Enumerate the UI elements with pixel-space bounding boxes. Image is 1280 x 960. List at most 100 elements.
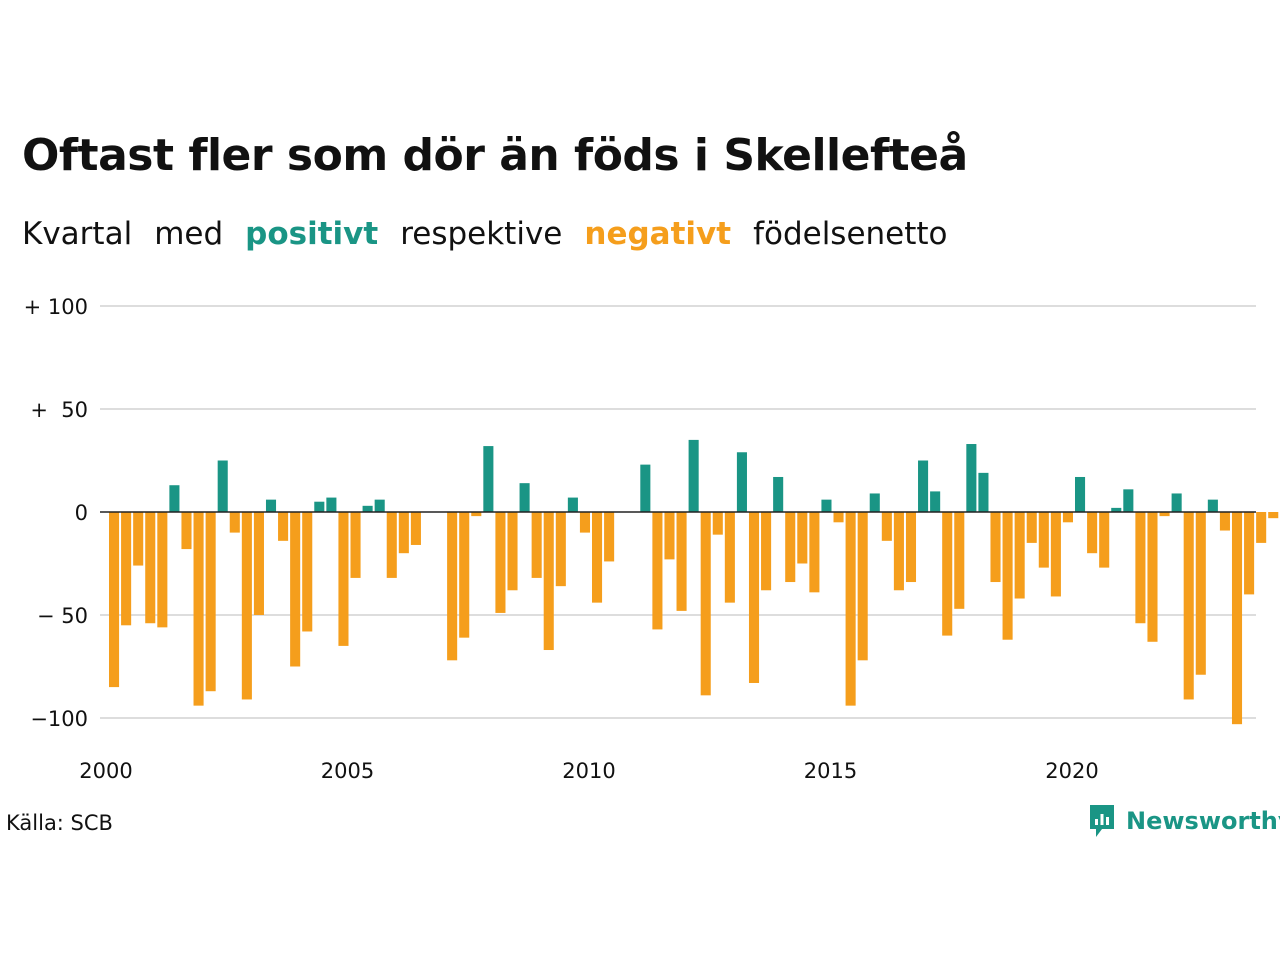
bar-negative xyxy=(833,512,844,523)
bar-negative xyxy=(410,512,421,545)
x-tick-label: 2015 xyxy=(804,759,857,783)
bar-negative xyxy=(471,512,482,517)
newsworthy-logo: Newsworthy xyxy=(1088,803,1280,839)
source-note: Källa: SCB xyxy=(6,811,113,835)
bar-negative xyxy=(797,512,808,564)
bar-negative xyxy=(133,512,144,566)
bar-positive xyxy=(821,499,832,512)
bar-positive xyxy=(1123,489,1134,512)
bar-negative xyxy=(712,512,723,535)
bar-positive xyxy=(640,464,651,512)
bar-positive xyxy=(930,491,941,512)
bar-negative xyxy=(1268,512,1279,519)
bar-negative xyxy=(555,512,566,587)
bar-positive xyxy=(1111,507,1122,512)
bar-negative xyxy=(145,512,156,624)
bar-negative xyxy=(1195,512,1206,675)
bar-positive xyxy=(978,472,989,512)
bar-positive xyxy=(773,476,784,512)
bar-negative xyxy=(942,512,953,636)
bar-positive xyxy=(688,439,699,512)
bar-negative xyxy=(1002,512,1013,640)
bar-positive xyxy=(326,497,337,512)
bar-negative xyxy=(543,512,554,651)
bar-negative xyxy=(386,512,397,578)
bar-positive xyxy=(1207,499,1218,512)
bar-negative xyxy=(398,512,409,554)
bar-negative xyxy=(893,512,904,591)
bar-negative xyxy=(241,512,252,700)
bar-negative xyxy=(157,512,168,628)
bar-negative xyxy=(1159,512,1170,517)
newsworthy-logo-icon xyxy=(1090,805,1114,837)
x-tick-label: 2005 xyxy=(321,759,374,783)
bar-negative xyxy=(1147,512,1158,642)
bar-negative xyxy=(181,512,192,550)
bar-negative xyxy=(724,512,735,603)
subtitle-word-respektive: respektive xyxy=(400,216,563,252)
bar-positive xyxy=(314,501,325,512)
bar-negative xyxy=(700,512,711,696)
bar-negative xyxy=(990,512,1001,583)
bar-negative xyxy=(1244,512,1255,595)
bar-positive xyxy=(374,499,385,512)
newsworthy-logo-text: Newsworthy xyxy=(1126,807,1280,835)
bar-positive xyxy=(869,493,880,512)
x-tick-label: 2020 xyxy=(1045,759,1098,783)
x-tick-label: 2010 xyxy=(562,759,615,783)
x-tick-label: 2000 xyxy=(79,759,132,783)
bar-negative xyxy=(1219,512,1230,531)
bar-negative xyxy=(1231,512,1243,725)
bar-negative xyxy=(785,512,796,583)
bar-negative xyxy=(205,512,216,692)
subtitle-word-med: med xyxy=(154,216,224,252)
subtitle-word-kvartal: Kvartal xyxy=(22,216,133,252)
chart-subtitle: Kvartal med positivt respektive negativt föde… xyxy=(22,216,970,252)
bar-positive xyxy=(169,485,180,512)
bar-positive xyxy=(567,497,578,512)
bar-negative xyxy=(676,512,687,611)
bar-positive xyxy=(519,483,530,512)
bar-negative xyxy=(579,512,590,533)
bar-negative xyxy=(447,512,458,661)
bar-negative xyxy=(1256,512,1267,543)
bar-negative xyxy=(338,512,349,646)
x-axis-tick-labels: 2000 2005 2010 2015 2020 xyxy=(79,759,1098,783)
bar-positive xyxy=(265,499,277,512)
bar-negative xyxy=(109,512,120,688)
bar-negative xyxy=(664,512,675,560)
y-axis-tick-labels: + 100 + 50 0 − 50 −100 xyxy=(24,295,88,731)
bar-negative xyxy=(1014,512,1025,599)
bar-negative xyxy=(1099,512,1110,568)
bar-positive xyxy=(966,444,977,512)
bar-negative xyxy=(748,512,760,683)
bar-negative xyxy=(531,512,542,578)
bar-negative xyxy=(761,512,772,591)
bar-positive xyxy=(1171,493,1182,512)
bar-negative xyxy=(592,512,603,603)
bar-negative xyxy=(1183,512,1194,700)
bar-negative xyxy=(905,512,917,583)
bar-negative xyxy=(290,512,301,667)
subtitle-positive-word: positivt xyxy=(245,216,379,252)
bar-negative xyxy=(1135,512,1146,624)
bar-negative xyxy=(507,512,518,591)
bar-negative xyxy=(1062,512,1073,523)
y-tick-label: + 100 xyxy=(24,295,88,319)
subtitle-word-fodelsenetto: födelsenetto xyxy=(753,216,948,252)
y-tick-label: + 50 xyxy=(30,398,88,422)
bar-positive xyxy=(217,460,228,512)
bar-negative xyxy=(1050,512,1061,597)
bar-negative xyxy=(278,512,289,541)
bar-positive xyxy=(483,446,494,512)
bars xyxy=(109,439,1279,725)
bar-negative xyxy=(350,512,361,578)
y-tick-label: −100 xyxy=(30,707,88,731)
bar-negative xyxy=(954,512,965,609)
bar-negative xyxy=(809,512,820,593)
bar-negative xyxy=(1087,512,1098,554)
bar-negative xyxy=(652,512,663,630)
bar-negative xyxy=(604,512,615,562)
bar-positive xyxy=(918,460,929,512)
